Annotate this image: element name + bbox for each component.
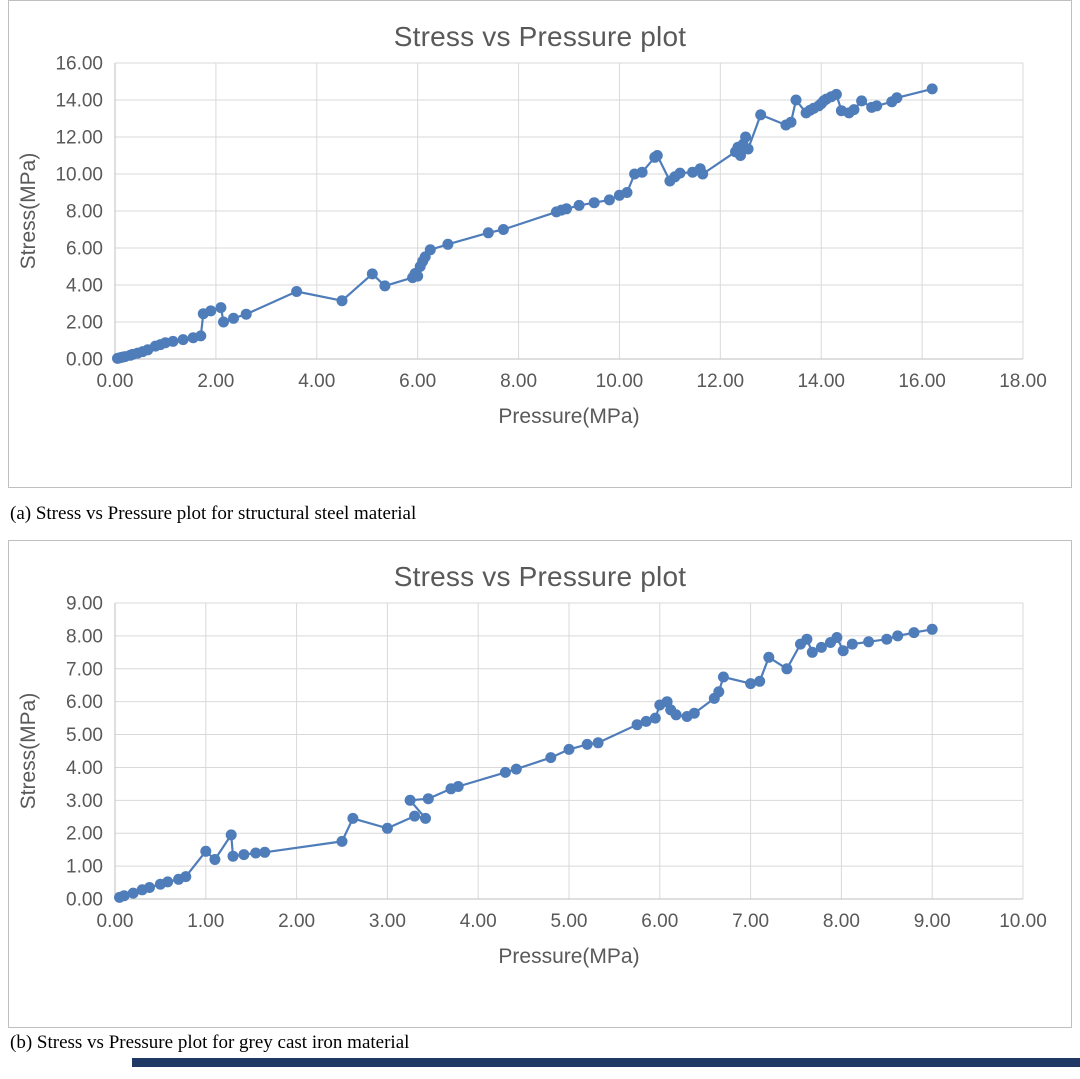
svg-text:10.00: 10.00 (55, 165, 103, 186)
svg-text:12.00: 12.00 (697, 371, 745, 392)
svg-text:6.00: 6.00 (66, 239, 103, 260)
svg-text:5.00: 5.00 (551, 911, 588, 932)
svg-text:7.00: 7.00 (732, 911, 769, 932)
svg-text:6.00: 6.00 (66, 692, 103, 713)
svg-text:16.00: 16.00 (55, 54, 103, 75)
svg-text:2.00: 2.00 (66, 824, 103, 845)
svg-text:0.00: 0.00 (97, 371, 134, 392)
svg-text:2.00: 2.00 (197, 371, 234, 392)
svg-text:4.00: 4.00 (66, 276, 103, 297)
svg-text:14.00: 14.00 (797, 371, 845, 392)
svg-text:1.00: 1.00 (187, 911, 224, 932)
svg-text:6.00: 6.00 (641, 911, 678, 932)
svg-text:Stress(MPa): Stress(MPa) (17, 693, 40, 810)
svg-text:6.00: 6.00 (399, 371, 436, 392)
chart-a-container: Stress vs Pressure plot 0.00 2.00 4.00 6.00… (8, 0, 1072, 488)
svg-text:12.00: 12.00 (55, 128, 103, 149)
svg-text:18.00: 18.00 (999, 371, 1047, 392)
svg-text:10.00: 10.00 (999, 911, 1047, 932)
svg-text:3.00: 3.00 (369, 911, 406, 932)
svg-text:0.00: 0.00 (66, 890, 103, 911)
svg-text:5.00: 5.00 (66, 725, 103, 746)
svg-text:1.00: 1.00 (66, 857, 103, 878)
caption-b: (b) Stress vs Pressure plot for grey cas… (10, 1032, 410, 1053)
chart-a-plot-area: 0.00 2.00 4.00 6.00 8.00 10.00 12.00 14.00 16.00… (17, 54, 1047, 429)
svg-text:3.00: 3.00 (66, 791, 103, 812)
svg-text:0.00: 0.00 (97, 911, 134, 932)
caption-a: (a) Stress vs Pressure plot for structur… (10, 503, 417, 524)
svg-text:Pressure(MPa): Pressure(MPa) (498, 945, 639, 968)
svg-text:Stress(MPa): Stress(MPa) (17, 153, 40, 270)
bottom-bar (132, 1058, 1080, 1067)
svg-text:10.00: 10.00 (596, 371, 644, 392)
svg-text:14.00: 14.00 (55, 91, 103, 112)
svg-text:9.00: 9.00 (66, 594, 103, 615)
svg-text:16.00: 16.00 (898, 371, 946, 392)
svg-text:2.00: 2.00 (66, 313, 103, 334)
svg-text:9.00: 9.00 (914, 911, 951, 932)
svg-text:0.00: 0.00 (66, 350, 103, 371)
svg-text:4.00: 4.00 (66, 758, 103, 779)
chart-b-plot-area: 0.00 1.00 2.00 3.00 4.00 5.00 6.00 7.00 8.00 9.00… (17, 594, 1047, 969)
chart-a-title: Stress vs Pressure plot (393, 21, 687, 52)
chart-b-container: Stress vs Pressure plot 0.00 1.00 2.00 3.00… (8, 540, 1072, 1028)
svg-text:8.00: 8.00 (66, 202, 103, 223)
svg-text:8.00: 8.00 (823, 911, 860, 932)
svg-text:7.00: 7.00 (66, 659, 103, 680)
svg-text:8.00: 8.00 (66, 626, 103, 647)
svg-text:8.00: 8.00 (500, 371, 537, 392)
chart-b-title: Stress vs Pressure plot (393, 561, 687, 592)
svg-text:4.00: 4.00 (460, 911, 497, 932)
svg-text:Pressure(MPa): Pressure(MPa) (498, 405, 639, 428)
svg-text:4.00: 4.00 (298, 371, 335, 392)
svg-text:2.00: 2.00 (278, 911, 315, 932)
